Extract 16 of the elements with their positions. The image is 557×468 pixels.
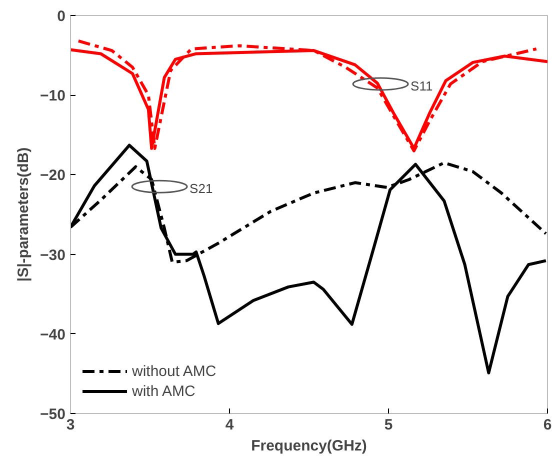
y-tick-label: −40 xyxy=(40,326,66,344)
y-tick-label: −10 xyxy=(40,88,66,105)
annotation: S11 xyxy=(410,78,433,94)
y-axis-title: |S|-parameters(dB) xyxy=(15,147,32,282)
x-tick-label: 3 xyxy=(66,416,75,434)
x-tick-label: 4 xyxy=(225,416,234,434)
legend-label: with AMC xyxy=(132,382,196,400)
x-tick-label: 6 xyxy=(543,416,552,434)
y-tick-label: −50 xyxy=(40,406,66,423)
y-tick-label: 0 xyxy=(57,8,66,25)
annotation: S21 xyxy=(190,181,213,196)
y-tick-label: −30 xyxy=(40,246,66,264)
legend-label: without AMC xyxy=(132,362,216,380)
x-axis-title: Frequency(GHz) xyxy=(251,438,367,454)
x-tick-label: 5 xyxy=(384,416,393,434)
y-tick-label: −20 xyxy=(40,167,66,184)
